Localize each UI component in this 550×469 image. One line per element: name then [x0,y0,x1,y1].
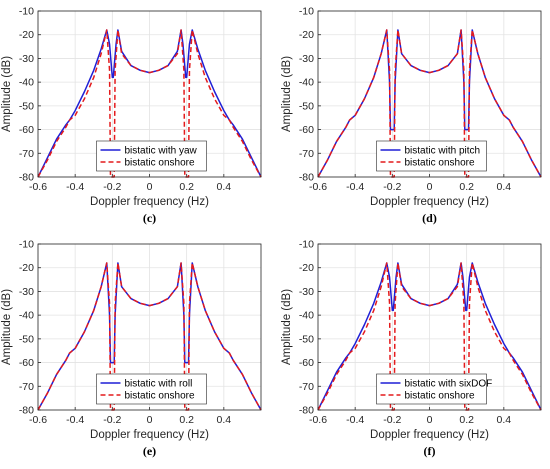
y-tick-label: -60 [299,357,314,369]
y-axis-label: Amplitude (dB) [1,56,13,132]
y-tick-label: -40 [299,310,314,322]
legend-entry: bistatic with pitch [405,146,481,157]
x-tick-label: 0.2 [459,414,474,426]
chart-panel: -0.6 -0.4 -0.2 0 0.2 0.4 -10 -20 -30 -40 -50 -60 -70… [1,239,262,458]
legend-entry: bistatic onshore [405,391,475,402]
x-tick-label: 0.2 [179,414,194,426]
axes-frame [317,243,542,411]
x-axis-label: Doppler frequency (Hz) [370,196,489,208]
legend-entry: bistatic with sixDOF [405,379,493,390]
chart-panel: -0.6 -0.4 -0.2 0 0.2 0.4 -10 -20 -30 -40 -50 -60 -70… [281,239,542,458]
x-tick-label: 0.2 [459,181,474,193]
y-tick-label: -20 [19,262,34,274]
x-tick-label: 0.4 [217,181,232,193]
y-tick-label: -20 [19,29,34,41]
panel-label: (c) [143,211,156,225]
legend-box [376,373,487,405]
y-tick-label: -30 [19,286,34,298]
legend-box [376,140,487,172]
y-tick-label: -80 [19,172,34,184]
y-tick-label: -50 [19,100,34,112]
x-axis-label: Doppler frequency (Hz) [90,429,209,441]
x-tick-label: -0.6 [29,181,47,193]
x-tick-label: 0 [147,414,153,426]
x-tick-label: 0.2 [179,181,194,193]
y-tick-label: -70 [299,148,314,160]
x-tick-label: 0 [147,181,153,193]
x-tick-label: 0.4 [497,181,512,193]
series-line-onshore [37,29,262,178]
y-tick-label: -20 [299,29,314,41]
x-tick-label: -0.6 [309,181,327,193]
x-tick-label: 0.4 [217,414,232,426]
x-axis-label: Doppler frequency (Hz) [370,429,489,441]
y-tick-label: -60 [19,124,34,136]
y-tick-label: -40 [299,77,314,89]
x-axis-label: Doppler frequency (Hz) [90,196,209,208]
axes-frame [37,243,262,411]
y-tick-label: -30 [19,53,34,65]
x-tick-label: -0.4 [346,414,364,426]
y-tick-label: -40 [19,310,34,322]
axes-frame [317,10,542,178]
y-tick-label: -10 [19,239,34,251]
y-tick-label: -70 [299,381,314,393]
panel-label: (e) [143,444,156,458]
y-axis-label: Amplitude (dB) [281,289,293,365]
legend-entry: bistatic onshore [405,158,475,169]
x-tick-label: -0.6 [309,414,327,426]
x-tick-label: 0.4 [497,414,512,426]
y-tick-label: -50 [299,100,314,112]
y-tick-label: -80 [19,405,34,417]
y-tick-label: -60 [19,357,34,369]
legend-entry: bistatic with roll [125,379,193,390]
y-tick-label: -40 [19,77,34,89]
chart-panel: -0.6 -0.4 -0.2 0 0.2 0.4 -10 -20 -30 -40 -50 -60 -70… [1,6,262,225]
y-tick-label: -30 [299,286,314,298]
y-axis-label: Amplitude (dB) [1,289,13,365]
y-tick-label: -10 [299,6,314,18]
x-tick-label: -0.2 [383,181,401,193]
panel-label: (d) [422,211,437,225]
legend-entry: bistatic onshore [125,158,195,169]
x-tick-label: -0.6 [29,414,47,426]
x-tick-label: 0 [427,414,433,426]
y-tick-label: -80 [299,405,314,417]
x-tick-label: -0.4 [66,181,84,193]
x-tick-label: -0.4 [66,414,84,426]
legend-box [96,373,207,405]
y-axis-label: Amplitude (dB) [281,56,293,132]
y-tick-label: -50 [19,333,34,345]
y-tick-label: -70 [19,381,34,393]
series-line-onshore [317,29,542,178]
y-tick-label: -10 [299,239,314,251]
x-tick-label: -0.2 [103,181,121,193]
y-tick-label: -30 [299,53,314,65]
panel-label: (f) [424,444,436,458]
x-tick-label: -0.2 [383,414,401,426]
y-tick-label: -70 [19,148,34,160]
x-tick-label: -0.2 [103,414,121,426]
x-tick-label: -0.4 [346,181,364,193]
chart-panel: -0.6 -0.4 -0.2 0 0.2 0.4 -10 -20 -30 -40 -50 -60 -70… [281,6,542,225]
legend-entry: bistatic with yaw [125,146,198,157]
axes-frame [37,10,262,178]
y-tick-label: -80 [299,172,314,184]
x-tick-label: 0 [427,181,433,193]
y-tick-label: -10 [19,6,34,18]
legend-entry: bistatic onshore [125,391,195,402]
series-line-onshore [37,262,262,411]
legend-box [96,140,207,172]
series-line-onshore [317,262,542,411]
y-tick-label: -50 [299,333,314,345]
y-tick-label: -60 [299,124,314,136]
y-tick-label: -20 [299,262,314,274]
